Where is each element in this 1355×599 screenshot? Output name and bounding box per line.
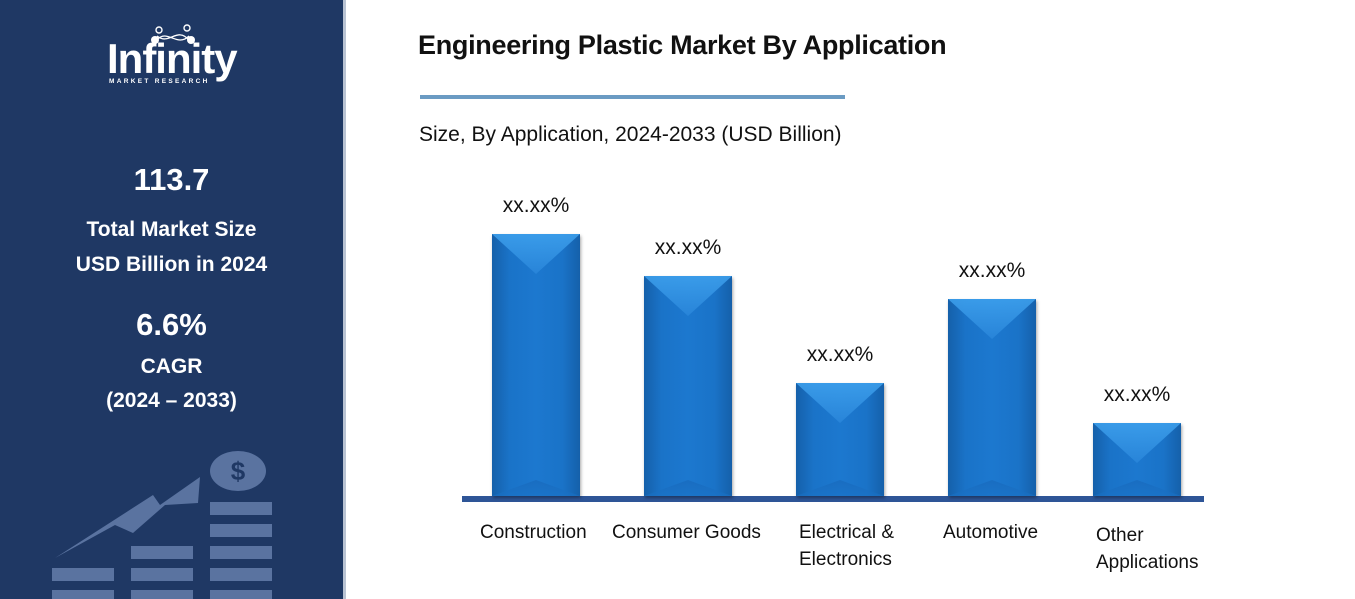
cagr-period: (2024 – 2033)	[106, 389, 237, 412]
bar-bevel-bottom	[948, 480, 1036, 496]
infinity-logo: Infinity MARKET RESEARCH	[105, 24, 245, 96]
svg-text:$: $	[231, 456, 246, 486]
logo-tagline: MARKET RESEARCH	[109, 78, 210, 85]
growth-chart-dollar-icon: $	[52, 451, 272, 599]
x-axis-category-label: Automotive	[943, 522, 1039, 543]
cagr-value: 6.6%	[136, 307, 207, 342]
bar	[492, 234, 580, 496]
bar	[644, 276, 732, 496]
logo-people-icon	[151, 24, 195, 44]
bar-bevel-bottom	[1093, 480, 1181, 496]
title-underline	[420, 95, 845, 99]
bar-bevel-bottom	[644, 480, 732, 496]
bar-bevel-top	[1093, 423, 1181, 463]
x-axis-category-label: Electrical & Electronics	[799, 522, 895, 570]
bar-bevel-bottom	[492, 480, 580, 496]
bar-bevel-top	[948, 299, 1036, 339]
bar	[1093, 423, 1181, 496]
chart-title: Engineering Plastic Market By Applicatio…	[418, 30, 947, 60]
x-axis-line	[462, 496, 1204, 502]
bar-bevel-bottom	[796, 480, 884, 496]
x-axis-category-label: Consumer Goods	[612, 522, 761, 543]
market-size-unit: USD Billion in 2024	[75, 253, 268, 276]
x-axis-category-label: Other Applications	[1096, 525, 1199, 573]
sidebar-panel: Infinity MARKET RESEARCH 113.7 Total Mar…	[0, 0, 343, 599]
bar-data-label: xx.xx%	[958, 259, 1026, 282]
logo-wordmark: Infinity	[107, 35, 238, 82]
sidebar-divider	[343, 0, 346, 599]
bar-bevel-top	[796, 383, 884, 423]
bar	[796, 383, 884, 496]
market-size-value: 113.7	[133, 162, 210, 197]
x-axis-category-label: Construction	[480, 522, 587, 543]
market-size-label: Total Market Size	[86, 218, 257, 241]
chart-subtitle: Size, By Application, 2024-2033 (USD Bil…	[419, 123, 842, 146]
bar	[948, 299, 1036, 496]
bar-bevel-top	[492, 234, 580, 274]
cagr-label: CAGR	[140, 355, 203, 378]
bar-bevel-top	[644, 276, 732, 316]
bar-chart-plot: xx.xx% Construction xx.xx% Consumer Goods xx…	[462, 180, 1204, 573]
bar-data-label: xx.xx%	[502, 194, 570, 217]
bar-data-label: xx.xx%	[654, 236, 722, 259]
bar-data-label: xx.xx%	[806, 343, 874, 366]
bar-data-label: xx.xx%	[1103, 383, 1171, 406]
